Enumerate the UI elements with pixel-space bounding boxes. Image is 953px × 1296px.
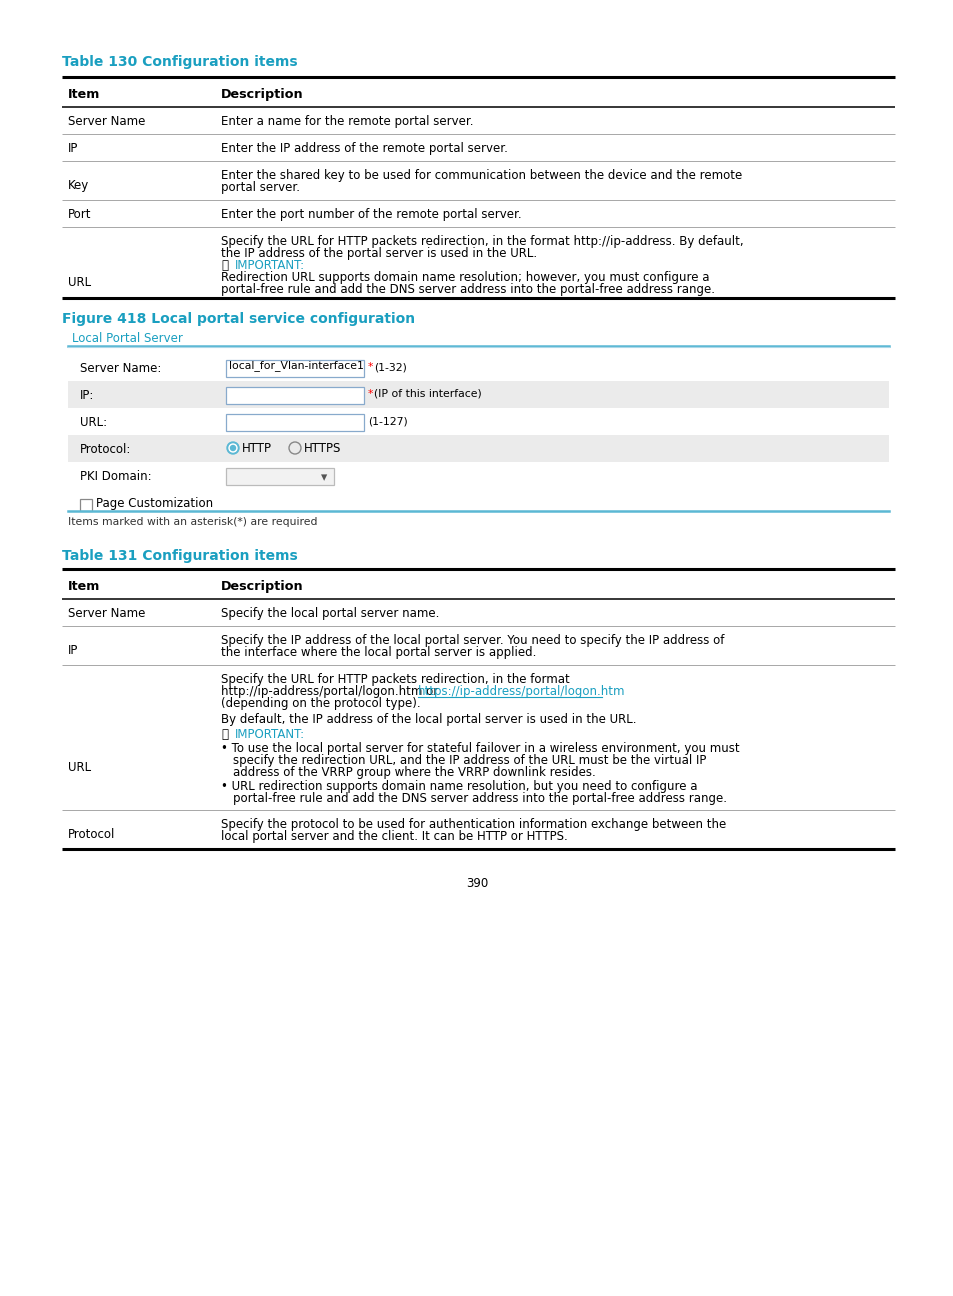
- Text: ▾: ▾: [320, 470, 327, 483]
- Text: *: *: [368, 362, 373, 372]
- Text: specify the redirection URL, and the IP address of the URL must be the virtual I: specify the redirection URL, and the IP …: [233, 754, 705, 767]
- Text: • To use the local portal server for stateful failover in a wireless environment: • To use the local portal server for sta…: [221, 743, 739, 756]
- Text: ⓘ: ⓘ: [221, 728, 228, 741]
- FancyBboxPatch shape: [226, 388, 364, 404]
- Text: Figure 418 Local portal service configuration: Figure 418 Local portal service configur…: [62, 312, 415, 327]
- Text: Key: Key: [68, 179, 90, 192]
- Text: Specify the local portal server name.: Specify the local portal server name.: [221, 607, 439, 619]
- Text: Item: Item: [68, 581, 100, 594]
- FancyBboxPatch shape: [226, 360, 364, 377]
- Text: Page Customization: Page Customization: [96, 496, 213, 511]
- Text: https://ip-address/portal/logon.htm: https://ip-address/portal/logon.htm: [417, 686, 625, 699]
- Text: Table 131 Configuration items: Table 131 Configuration items: [62, 550, 297, 562]
- Text: Enter the shared key to be used for communication between the device and the rem: Enter the shared key to be used for comm…: [221, 168, 741, 181]
- Text: Enter the port number of the remote portal server.: Enter the port number of the remote port…: [221, 207, 521, 222]
- Text: Server Name: Server Name: [68, 607, 145, 619]
- Circle shape: [231, 446, 235, 451]
- Text: (1-127): (1-127): [368, 416, 407, 426]
- Text: address of the VRRP group where the VRRP downlink resides.: address of the VRRP group where the VRRP…: [233, 766, 595, 779]
- Text: (1-32): (1-32): [374, 362, 406, 372]
- Text: IP: IP: [68, 143, 78, 156]
- Text: Protocol: Protocol: [68, 828, 115, 841]
- Text: Enter a name for the remote portal server.: Enter a name for the remote portal serve…: [221, 115, 473, 128]
- Text: IP: IP: [68, 644, 78, 657]
- Text: URL: URL: [68, 276, 91, 289]
- Text: Items marked with an asterisk(*) are required: Items marked with an asterisk(*) are req…: [68, 517, 317, 527]
- Text: HTTPS: HTTPS: [304, 442, 341, 455]
- Text: the interface where the local portal server is applied.: the interface where the local portal ser…: [221, 645, 536, 658]
- Bar: [68, 381, 888, 408]
- Text: Specify the URL for HTTP packets redirection, in the format: Specify the URL for HTTP packets redirec…: [221, 673, 569, 686]
- Text: local portal server and the client. It can be HTTP or HTTPS.: local portal server and the client. It c…: [221, 829, 567, 842]
- Text: Specify the protocol to be used for authentication information exchange between : Specify the protocol to be used for auth…: [221, 818, 725, 831]
- Bar: [68, 435, 888, 461]
- Circle shape: [227, 442, 239, 454]
- Text: Redirection URL supports domain name resolution; however, you must configure a: Redirection URL supports domain name res…: [221, 271, 709, 284]
- Text: IMPORTANT:: IMPORTANT:: [234, 259, 305, 272]
- Text: http://ip-address/portal/logon.htm or: http://ip-address/portal/logon.htm or: [221, 686, 441, 699]
- Text: IMPORTANT:: IMPORTANT:: [234, 728, 305, 741]
- Text: PKI Domain:: PKI Domain:: [80, 470, 152, 483]
- Text: Enter the IP address of the remote portal server.: Enter the IP address of the remote porta…: [221, 143, 507, 156]
- Text: Server Name: Server Name: [68, 115, 145, 128]
- Text: portal server.: portal server.: [221, 181, 299, 194]
- Text: Specify the URL for HTTP packets redirection, in the format http://ip-address. B: Specify the URL for HTTP packets redirec…: [221, 235, 742, 248]
- Text: URL:: URL:: [80, 416, 107, 429]
- Text: (IP of this interface): (IP of this interface): [374, 389, 481, 399]
- Text: By default, the IP address of the local portal server is used in the URL.: By default, the IP address of the local …: [221, 713, 636, 726]
- FancyBboxPatch shape: [226, 468, 334, 485]
- Circle shape: [229, 445, 236, 452]
- Text: Protocol:: Protocol:: [80, 443, 132, 456]
- Text: ⓘ: ⓘ: [221, 259, 228, 272]
- Text: the IP address of the portal server is used in the URL.: the IP address of the portal server is u…: [221, 248, 537, 260]
- Text: Description: Description: [221, 581, 303, 594]
- Text: portal-free rule and add the DNS server address into the portal-free address ran: portal-free rule and add the DNS server …: [221, 283, 714, 295]
- Text: Description: Description: [221, 88, 303, 101]
- Text: local_for_Vlan-interface1: local_for_Vlan-interface1: [229, 360, 363, 371]
- Text: *: *: [368, 389, 373, 399]
- Text: Table 130 Configuration items: Table 130 Configuration items: [62, 54, 297, 69]
- Text: IP:: IP:: [80, 389, 94, 402]
- Text: HTTP: HTTP: [242, 442, 272, 455]
- Text: Local Portal Server: Local Portal Server: [71, 332, 183, 345]
- Text: 390: 390: [465, 877, 488, 890]
- Text: Server Name:: Server Name:: [80, 362, 161, 375]
- Text: Port: Port: [68, 207, 91, 222]
- FancyBboxPatch shape: [226, 413, 364, 432]
- Text: URL: URL: [68, 761, 91, 774]
- Text: (depending on the protocol type).: (depending on the protocol type).: [221, 697, 420, 710]
- Text: Item: Item: [68, 88, 100, 101]
- FancyBboxPatch shape: [80, 499, 91, 511]
- Text: Specify the IP address of the local portal server. You need to specify the IP ad: Specify the IP address of the local port…: [221, 634, 723, 647]
- Text: • URL redirection supports domain name resolution, but you need to configure a: • URL redirection supports domain name r…: [221, 780, 697, 793]
- Text: portal-free rule and add the DNS server address into the portal-free address ran: portal-free rule and add the DNS server …: [233, 792, 726, 805]
